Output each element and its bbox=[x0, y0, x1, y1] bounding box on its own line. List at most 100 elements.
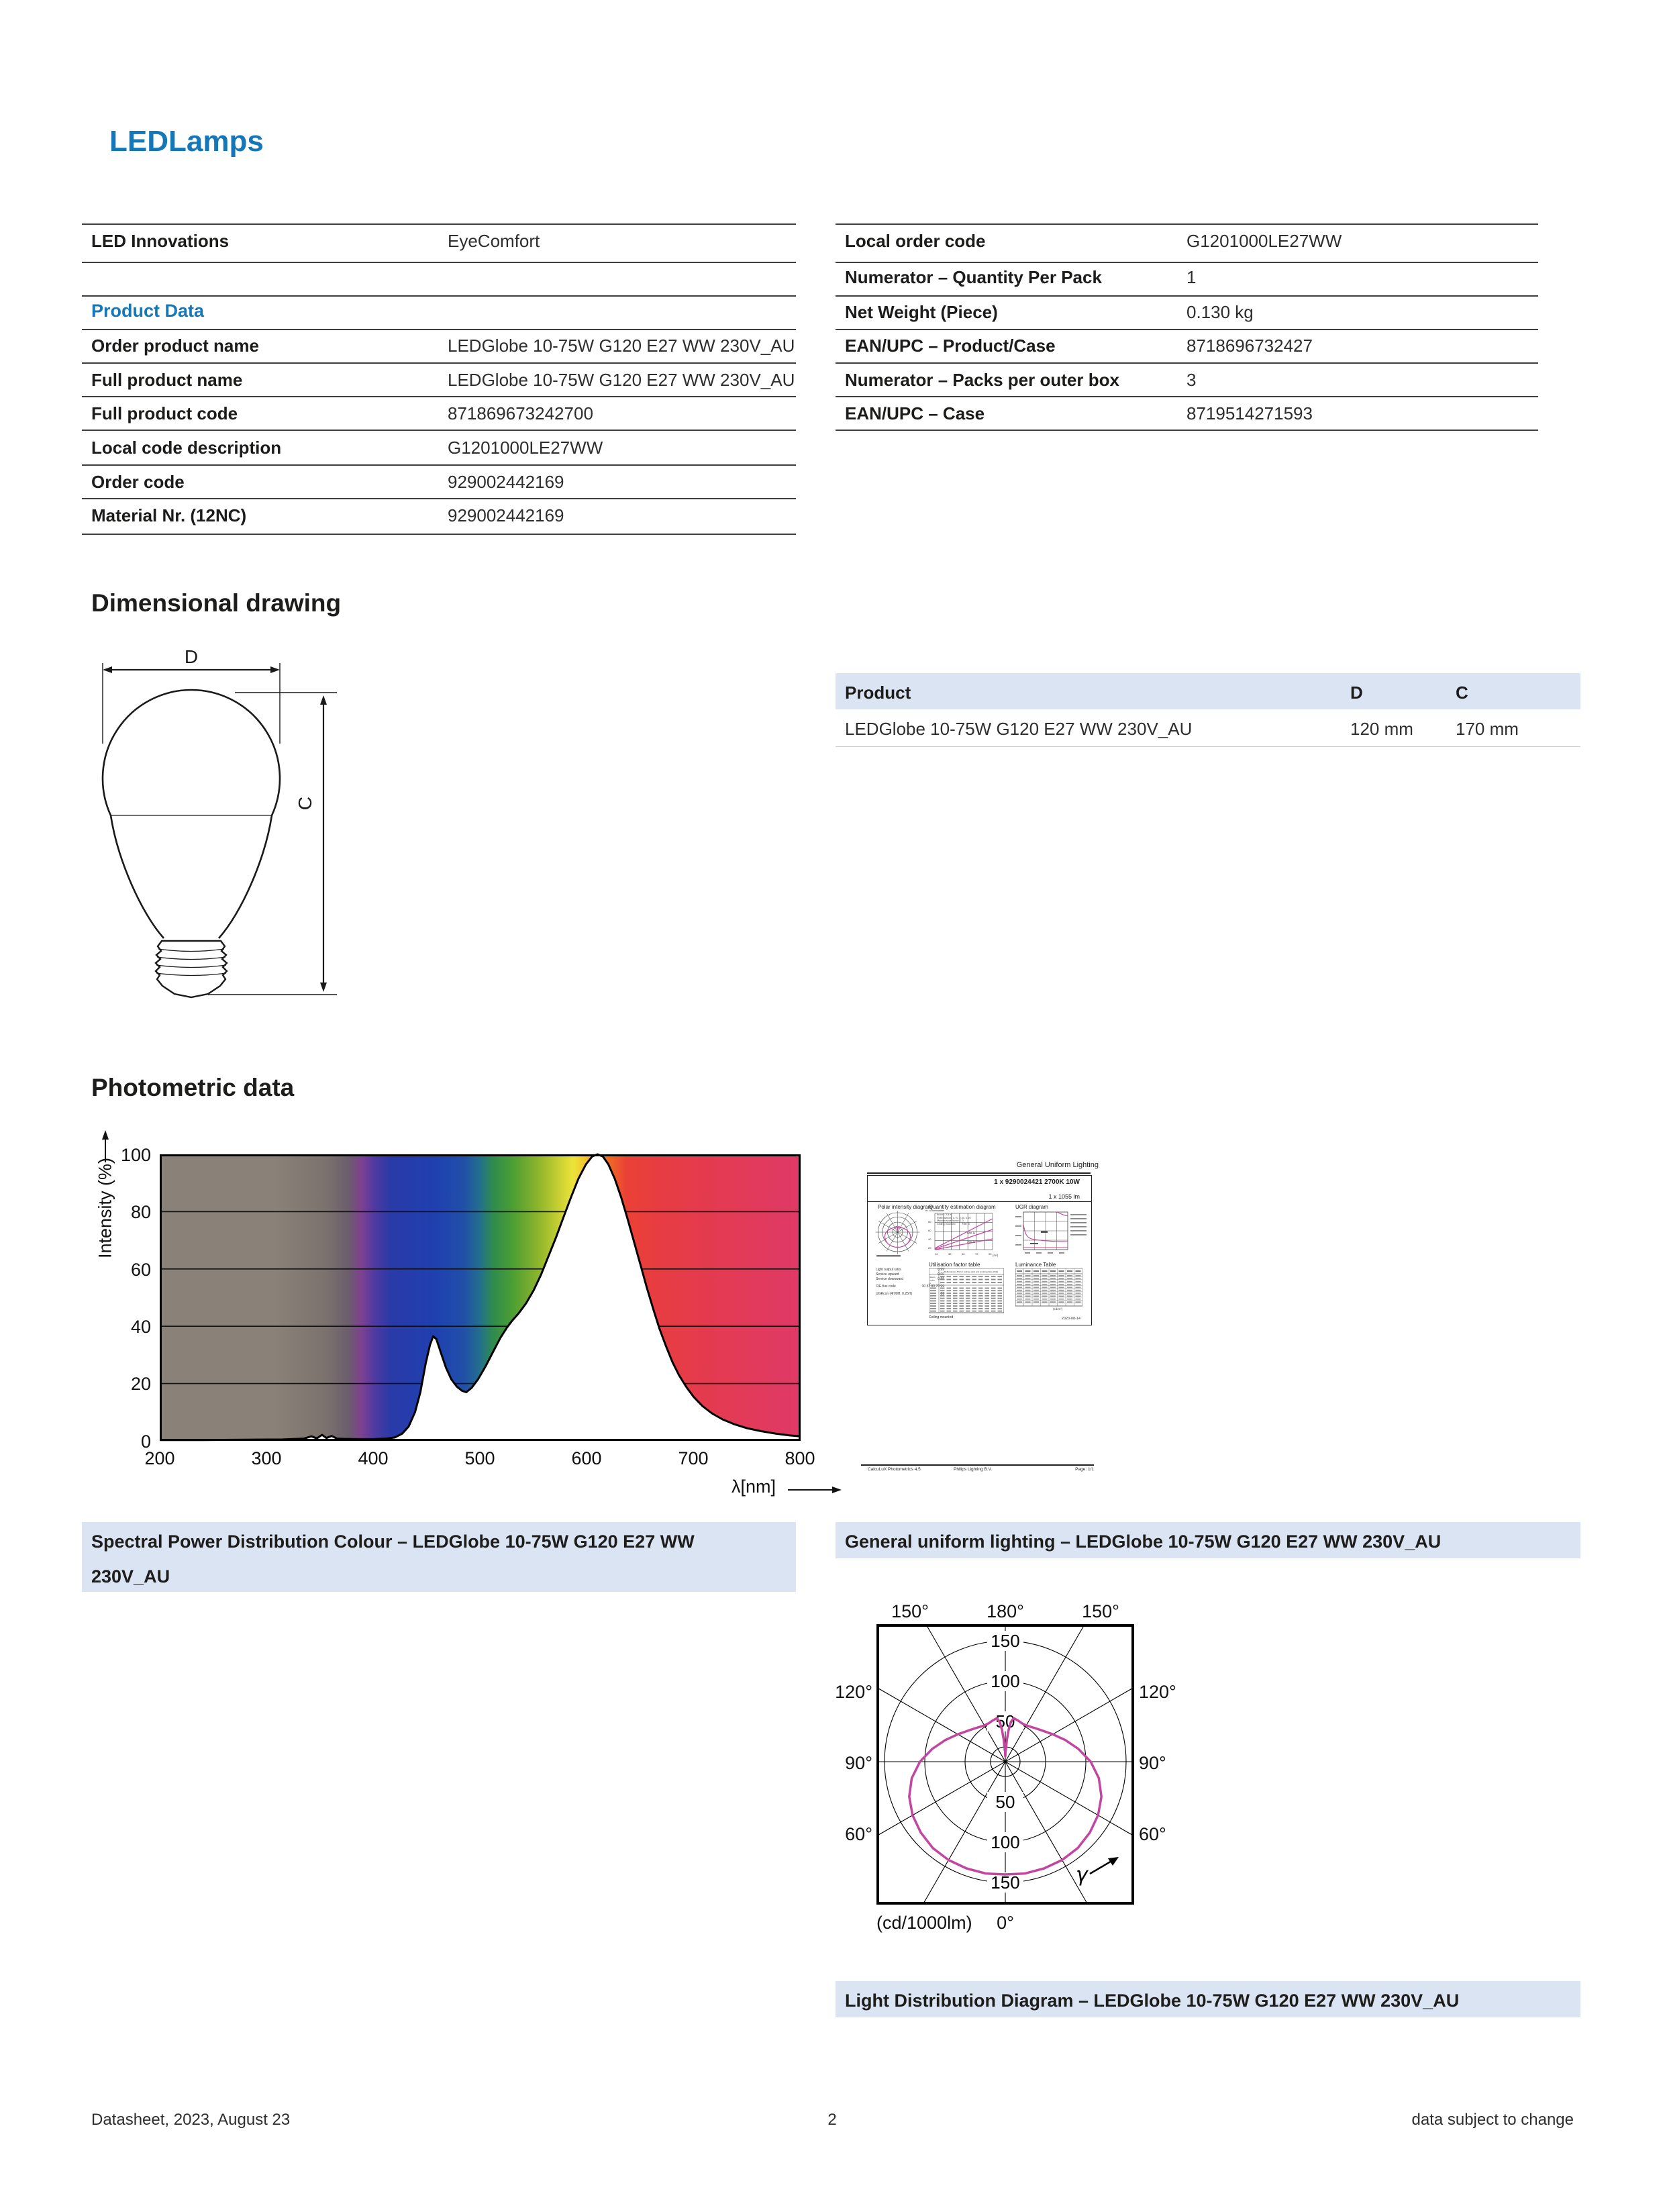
qty-x-unit: (m²) bbox=[993, 1254, 999, 1257]
x-tick: 700 bbox=[678, 1448, 709, 1468]
section-polar-intensity: Polar intensity diagram bbox=[878, 1204, 933, 1210]
bulb-dimension-drawing: D C bbox=[101, 646, 337, 999]
utilisation-note: Ceiling mounted bbox=[929, 1315, 954, 1319]
divider bbox=[867, 1172, 1091, 1174]
y-axis-title: Intensity (%) bbox=[95, 1157, 115, 1259]
svg-text:k: k bbox=[930, 1282, 931, 1285]
spectral-power-distribution-chart bbox=[160, 1153, 801, 1442]
svg-text:γ: γ bbox=[1076, 1863, 1089, 1887]
row-label: Full product code bbox=[91, 403, 238, 423]
row-value: EyeComfort bbox=[448, 231, 540, 251]
polar-angle-label: 90° bbox=[845, 1753, 872, 1773]
divider bbox=[861, 1464, 1094, 1466]
dim-row-product: LEDGlobe 10-75W G120 E27 WW 230V_AU bbox=[845, 719, 1193, 739]
x-tick: 400 bbox=[358, 1448, 389, 1468]
row-label: Order product name bbox=[91, 336, 259, 356]
x-axis-arrow-icon bbox=[788, 1487, 842, 1493]
divider bbox=[868, 1201, 1091, 1202]
y-tick: 60 bbox=[130, 1260, 151, 1280]
mini-quantity-diagram: 10 30 50 70 90 20 40 60 80 nr. of luminaires hro… bbox=[925, 1209, 1003, 1268]
divider bbox=[836, 362, 1538, 364]
spd-caption-bar bbox=[82, 1522, 796, 1592]
row-value: 8719514271593 bbox=[1187, 403, 1313, 423]
gul-report-title: General Uniform Lighting bbox=[1016, 1161, 1099, 1169]
polar-unit-label: (cd/1000lm) bbox=[876, 1913, 972, 1933]
x-tick: 300 bbox=[251, 1448, 282, 1468]
divider bbox=[82, 430, 796, 431]
polar-angle-label: 60° bbox=[1139, 1824, 1166, 1844]
ldd-caption-bar bbox=[836, 1981, 1580, 2017]
x-tick: 500 bbox=[464, 1448, 495, 1468]
col-header-product: Product bbox=[845, 683, 911, 703]
dim-row-d: 120 mm bbox=[1350, 719, 1413, 739]
svg-text:150: 150 bbox=[991, 1872, 1019, 1893]
qty-notes: hroom: 2.8 m Reflectances: 0.70, 0.50, 0… bbox=[937, 1213, 971, 1225]
divider bbox=[836, 430, 1538, 431]
gul-footer-company: Philips Lighting B.V. bbox=[954, 1467, 993, 1472]
svg-text:10: 10 bbox=[935, 1252, 938, 1256]
row-value: LEDGlobe 10-75W G120 E27 WW 230V_AU bbox=[448, 370, 795, 390]
svg-text:90: 90 bbox=[989, 1252, 992, 1256]
divider bbox=[82, 262, 796, 263]
svg-text:150: 150 bbox=[991, 1631, 1019, 1651]
row-value: 1 bbox=[1187, 267, 1197, 287]
polar-angle-label: 150° bbox=[891, 1601, 929, 1621]
dim-row-c: 170 mm bbox=[1456, 719, 1519, 739]
divider bbox=[836, 223, 1538, 225]
divider bbox=[836, 396, 1538, 397]
row-label: Net Weight (Piece) bbox=[845, 302, 998, 322]
photometric-data-heading: Photometric data bbox=[91, 1074, 295, 1101]
gul-caption-bar bbox=[836, 1522, 1580, 1558]
row-label: EAN/UPC – Product/Case bbox=[845, 336, 1056, 356]
svg-text:50: 50 bbox=[962, 1252, 965, 1256]
col-header-d: D bbox=[1350, 683, 1363, 703]
section-ugr: UGR diagram bbox=[1015, 1204, 1048, 1210]
svg-text:70: 70 bbox=[975, 1252, 978, 1256]
qty-line-label: 500 lx bbox=[967, 1231, 976, 1235]
gul-report-thumbnail: General Uniform Lighting 1 x 9290024421 … bbox=[861, 1160, 1100, 1482]
qty-line-label: 300 lx bbox=[967, 1240, 976, 1244]
row-label: Full product name bbox=[91, 370, 243, 390]
x-tick: 800 bbox=[785, 1448, 815, 1468]
footer-date: Datasheet, 2023, August 23 bbox=[91, 2111, 291, 2129]
row-label: EAN/UPC – Case bbox=[845, 403, 985, 423]
dimensional-drawing-heading: Dimensional drawing bbox=[91, 589, 342, 617]
gul-caption: General uniform lighting – LEDGlobe 10-7… bbox=[845, 1531, 1442, 1552]
mini-luminance-table bbox=[1015, 1268, 1083, 1307]
polar-angle-label: 90° bbox=[1139, 1753, 1166, 1773]
x-tick: 200 bbox=[144, 1448, 175, 1468]
svg-text:80: 80 bbox=[928, 1220, 931, 1223]
y-tick: 20 bbox=[130, 1374, 151, 1394]
row-value: G1201000LE27WW bbox=[448, 438, 603, 458]
row-value: 871869673242700 bbox=[448, 403, 593, 423]
polar-angle-label: 150° bbox=[1082, 1601, 1119, 1621]
spd-caption-line2: 230V_AU bbox=[91, 1566, 170, 1587]
divider bbox=[82, 464, 796, 466]
polar-angle-label: 180° bbox=[987, 1601, 1024, 1621]
row-label: Material Nr. (12NC) bbox=[91, 505, 247, 525]
qty-line-label: 750 lx bbox=[962, 1222, 970, 1225]
divider bbox=[82, 396, 796, 397]
divider bbox=[82, 498, 796, 499]
qty-y-label: nr. of luminaires bbox=[925, 1209, 945, 1212]
svg-text:30: 30 bbox=[948, 1252, 952, 1256]
mini-utilisation-table: Reflectances (%) for ceiling, walls and … bbox=[928, 1268, 1005, 1314]
gul-product-line: 1 x 9290024421 2700K 10W bbox=[994, 1178, 1080, 1186]
svg-text:Reflectances (%) for ceiling,: Reflectances (%) for ceiling, walls and … bbox=[944, 1270, 998, 1273]
row-value: 8718696732427 bbox=[1187, 336, 1313, 356]
dim-c-label: C bbox=[295, 797, 315, 810]
gul-lumen-line: 1 x 1055 lm bbox=[1048, 1193, 1080, 1200]
gul-footer-app: CalcuLuX Photometrics 4.5 bbox=[868, 1467, 921, 1472]
row-value: 929002442169 bbox=[448, 505, 564, 525]
section-quantity-estimation: Quantity estimation diagram bbox=[929, 1204, 996, 1210]
row-value: 0.130 kg bbox=[1187, 302, 1254, 322]
divider bbox=[836, 295, 1538, 297]
polar-angle-label: 120° bbox=[1139, 1682, 1176, 1702]
svg-text:40: 40 bbox=[928, 1238, 931, 1241]
section-heading-product-data: Product Data bbox=[91, 301, 205, 321]
svg-text:100: 100 bbox=[991, 1671, 1019, 1691]
svg-text:100: 100 bbox=[991, 1832, 1019, 1852]
row-value: G1201000LE27WW bbox=[1187, 231, 1342, 251]
row-label: Numerator – Packs per outer box bbox=[845, 370, 1119, 390]
